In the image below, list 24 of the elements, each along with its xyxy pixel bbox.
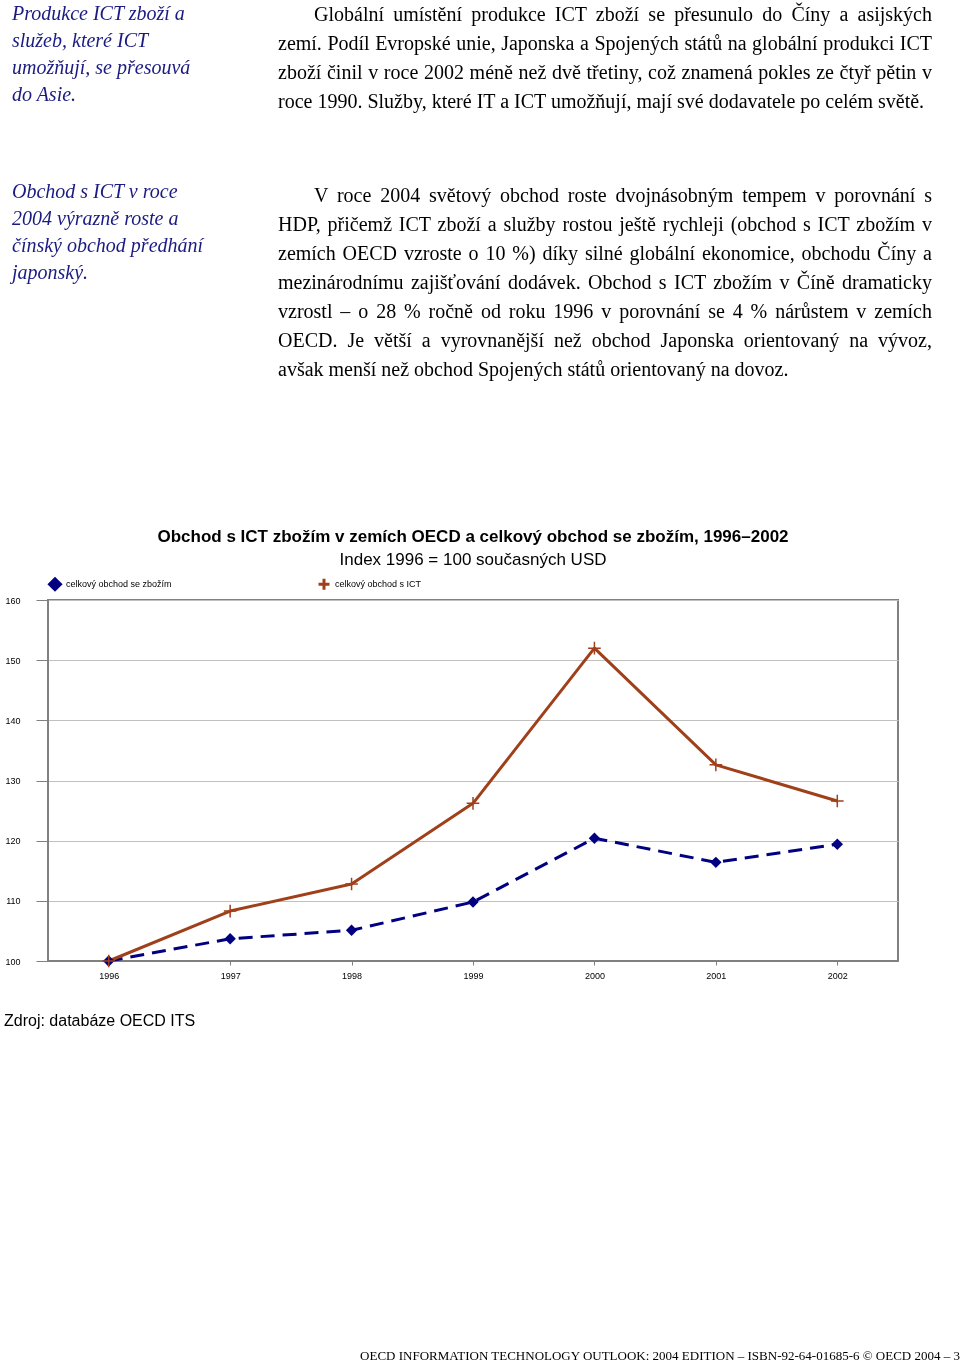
y-tick-label: 120	[5, 836, 21, 847]
x-tick-label: 1996	[99, 970, 120, 981]
text: OECD INFORMATION TECHNOLOGY OUTLOOK: 2004 EDITION – ISBN-92-64-01685-6 © OECD 2004 – 3	[360, 1348, 960, 1364]
text: Globální umístění produkce ICT zboží se přesunulo do Číny a asijských zemí. Podíl Evropské unie, Japonska a Spojených států na globální produkci ICT zboží činil v roce 2002 méně než dvě třetiny, což znamená pokles ze čtyř pětin v roce 1990. Služby, které IT a ICT umožňují, mají své dodavatele po celém světě.	[278, 1, 932, 115]
text: Zdroj: databáze OECD ITS	[4, 1012, 196, 1030]
x-tick-label: 1997	[220, 970, 241, 981]
x-tick-label: 2001	[706, 970, 727, 981]
x-tick-label: 2000	[584, 970, 605, 981]
y-tick-label: 100	[5, 956, 21, 967]
x-tick-label: 1998	[342, 970, 363, 981]
x-tick-label: 2002	[827, 970, 848, 981]
y-tick-label: 130	[5, 776, 21, 786]
x-tick-label: 1999	[463, 970, 484, 981]
chart-subtitle: Index 1996 = 100 současných USD	[339, 550, 607, 569]
legend-label: celkový obchod s ICT	[335, 579, 422, 590]
y-tick-label: 160	[5, 595, 21, 606]
text: Produkce ICT zboží a služeb, které ICT umožňují, se přesouvá do Asie.	[12, 1, 192, 107]
text: Obchod s ICT v roce 2004 výrazně roste a čínský obchod předhání japonský.	[12, 179, 206, 286]
text: V roce 2004 světový obchod roste dvojnásobným tempem v porovnání s HDP, přičemž ICT zboží a služby rostou ještě rychleji (obchod s ICT zbožím v zemích OECD vzroste o 10 %) díky silné globální ekonomice, obchodu Číny a mezinárodnímu zajišťování dodávek. Obchod s ICT zbožím v Číně dramaticky vzrostl – o 28 % ročně od roku 1996 v porovnání se 4 % nárůstem v zemích OECD. Je větší a vyrovnanější než obchod Japonska orientovaný na vývoz, avšak menší než obchod Spojených států orientovaný na dovoz.	[278, 183, 932, 383]
y-tick-label: 150	[5, 655, 21, 666]
y-tick-label: 110	[6, 896, 21, 907]
chart-title: Obchod s ICT zbožím v zemích OECD a celkový obchod se zbožím, 1996–2002	[157, 527, 789, 546]
y-tick-label: 140	[5, 715, 21, 726]
legend-label: celkový obchod se zbožím	[66, 579, 172, 590]
